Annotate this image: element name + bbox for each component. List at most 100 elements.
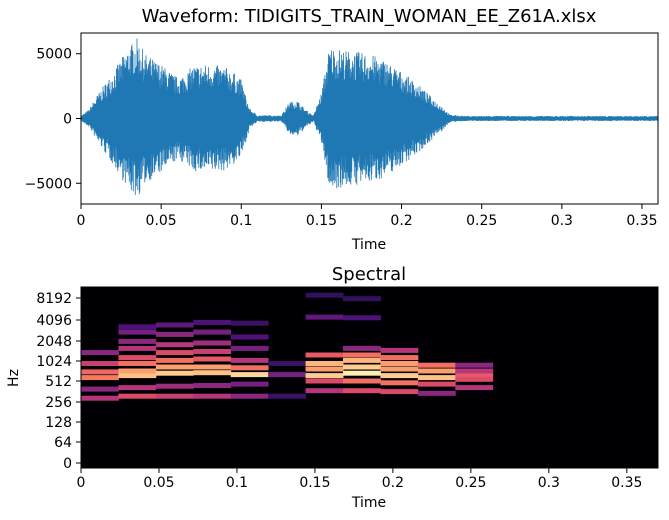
spectrogram-cell [380,389,419,395]
waveform-x-tick-label: 0.1 [230,213,252,229]
spectrogram-cell [342,357,381,363]
spectrogram-cell [268,361,307,366]
spectrogram-cell [118,324,157,330]
spectrogram-cell [81,369,119,375]
waveform-x-tick-label: 0 [77,213,86,229]
spectrogram-cell [193,340,232,346]
spectrogram-cell [417,390,456,396]
spectrogram-cell [305,292,344,298]
spectrogram-x-label: Time [351,495,386,511]
spectrogram-cell [155,342,194,348]
spectrogram-cell [118,385,157,391]
spectrogram-cell [305,388,344,394]
spectrogram-cells [81,292,494,401]
spectrogram-cell [455,362,494,368]
spectrogram-cell [305,352,344,358]
spectrogram-cell [380,366,419,372]
spectrogram-cell [118,361,157,366]
spectrogram-cell [118,373,157,379]
spectrogram-cell [380,380,419,386]
spectrogram-cell [155,357,194,363]
spectrogram-cell [81,361,119,366]
spectrogram-cell [155,350,194,356]
spectrogram-y-axis: 8192 4096 2048 1024 512 256 128 64 0 [36,291,81,472]
spectrogram-cell [342,378,381,384]
spectrogram-y-tick-label: 64 [54,435,72,451]
spectrogram-cell [305,314,344,320]
spectrogram-cell [342,315,381,321]
waveform-x-label: Time [351,237,386,253]
waveform-line [81,38,658,195]
spectrogram-cell [342,388,381,394]
waveform-x-tick-label: 0.3 [551,213,573,229]
spectrogram-cell [417,368,456,374]
spectrogram-cell [380,347,419,353]
waveform-x-tick-label: 0.35 [626,213,657,229]
spectrogram-frame-8 [380,347,419,395]
waveform-x-tick-label: 0.05 [146,213,177,229]
spectrogram-cell [342,296,381,302]
spectrogram-frame-2 [155,322,194,399]
spectrogram-x-tick-label: 0.2 [382,475,404,491]
spectrogram-cell [417,375,456,381]
waveform-panel: Waveform: TIDIGITS_TRAIN_WOMAN_EE_Z61A.x… [25,6,659,253]
spectrogram-cell [193,370,232,376]
waveform-x-tick-label: 0.25 [466,213,497,229]
spectrogram-cell [193,319,232,325]
spectrogram-frame-4 [230,320,269,399]
spectrogram-cell [305,361,344,366]
spectrogram-y-tick-label: 0 [63,456,72,472]
waveform-y-tick-label: 5000 [36,47,72,63]
spectrogram-frame-9 [417,362,456,396]
spectrogram-cell [81,386,119,392]
spectrogram-cell [305,366,344,372]
spectrogram-y-label: Hz [6,369,22,387]
spectrogram-y-tick-label: 256 [45,395,72,411]
spectrogram-cell [230,365,269,371]
waveform-y-tick-label: −5000 [25,176,72,192]
spectrogram-frame-5 [268,361,307,399]
spectrogram-cell [118,338,157,344]
spectrogram-y-tick-label: 4096 [36,313,72,329]
spectrogram-cell [268,393,307,399]
spectrogram-cell [455,368,494,374]
spectrogram-cell [417,381,456,387]
spectrogram-title: Spectral [332,264,406,285]
waveform-trace [81,38,658,195]
spectrogram-background [81,287,658,468]
spectrogram-cell [155,370,194,376]
spectrogram-cell [118,329,157,335]
spectrogram-cell [193,364,232,370]
spectrogram-cell [342,370,381,376]
waveform-x-tick-label: 0.2 [390,213,412,229]
spectrogram-cell [230,334,269,340]
spectrogram-x-tick-label: 0.35 [611,475,642,491]
spectrogram-cell [118,368,157,374]
spectrogram-cell [193,393,232,399]
spectrogram-cell [193,356,232,362]
spectrogram-cell [81,375,119,381]
spectrogram-cell [155,393,194,399]
spectrogram-x-tick-label: 0.3 [538,475,560,491]
spectrogram-x-tick-label: 0 [77,475,86,491]
spectrogram-y-tick-label: 2048 [36,334,72,350]
waveform-y-axis: 5000 0 −5000 [25,47,81,192]
spectrogram-x-axis: 0 0.05 0.1 0.15 0.2 0.25 0.3 0.35 [77,468,642,491]
spectrogram-cell [193,383,232,388]
spectrogram-cell [268,372,307,378]
spectrogram-cell [155,383,194,389]
spectrogram-x-tick-label: 0.1 [226,475,248,491]
spectrogram-cell [342,352,381,358]
spectrogram-cell [342,364,381,370]
spectrogram-cell [230,345,269,351]
spectrogram-cell [305,373,344,379]
spectrogram-cell [118,393,157,399]
spectrogram-cell [81,395,119,401]
spectrogram-x-tick-label: 0.25 [455,475,486,491]
spectrogram-cell [155,364,194,370]
spectrogram-frame-0 [81,350,119,401]
spectrogram-frame-1 [118,324,157,399]
spectrogram-cell [193,349,232,354]
spectrogram-cell [455,376,494,382]
